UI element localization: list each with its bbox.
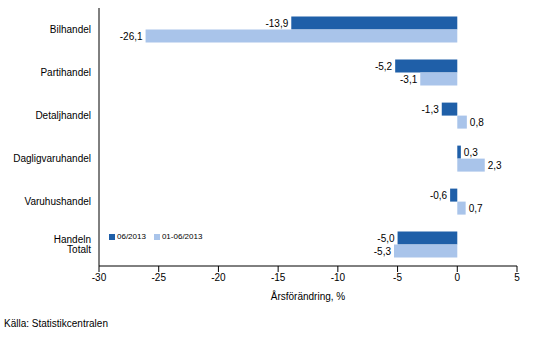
- svg-text:-26,1: -26,1: [120, 31, 143, 42]
- svg-text:-1,3: -1,3: [422, 104, 440, 115]
- svg-text:5: 5: [514, 272, 520, 283]
- html-text:06/2013: 06/2013: [117, 232, 146, 241]
- svg-text:-13,9: -13,9: [265, 18, 288, 29]
- svg-text:0: 0: [455, 272, 461, 283]
- svg-text:-5: -5: [393, 272, 402, 283]
- svg-text:Bilhandel: Bilhandel: [50, 24, 91, 35]
- svg-text:0,7: 0,7: [469, 203, 483, 214]
- svg-text:-3,1: -3,1: [400, 74, 418, 85]
- svg-text:2,3: 2,3: [488, 160, 502, 171]
- svg-text:0,3: 0,3: [464, 147, 478, 158]
- svg-text:-25: -25: [151, 272, 166, 283]
- html-text:01-06/2013: 01-06/2013: [161, 232, 203, 241]
- svg-text:Partihandel: Partihandel: [40, 67, 91, 78]
- svg-text:Dagligvaruhandel: Dagligvaruhandel: [13, 153, 91, 164]
- svg-text:-10: -10: [331, 272, 346, 283]
- svg-text:0,8: 0,8: [470, 117, 484, 128]
- svg-text:-20: -20: [211, 272, 226, 283]
- svg-text:Årsförändring, %: Årsförändring, %: [271, 290, 346, 302]
- svg-text:-0,6: -0,6: [430, 190, 448, 201]
- svg-text:-5,0: -5,0: [377, 233, 395, 244]
- svg-text:-5,3: -5,3: [374, 246, 392, 257]
- svg-text:Varuhushandel: Varuhushandel: [24, 196, 91, 207]
- svg-text:-15: -15: [271, 272, 286, 283]
- svg-text:HandelnTotalt: HandelnTotalt: [54, 234, 91, 255]
- svg-text:Detaljhandel: Detaljhandel: [35, 110, 91, 121]
- html-text:Källa: Statistikcentralen: Källa: Statistikcentralen: [4, 318, 108, 329]
- svg-text:-5,2: -5,2: [375, 61, 393, 72]
- svg-text:-30: -30: [92, 272, 107, 283]
